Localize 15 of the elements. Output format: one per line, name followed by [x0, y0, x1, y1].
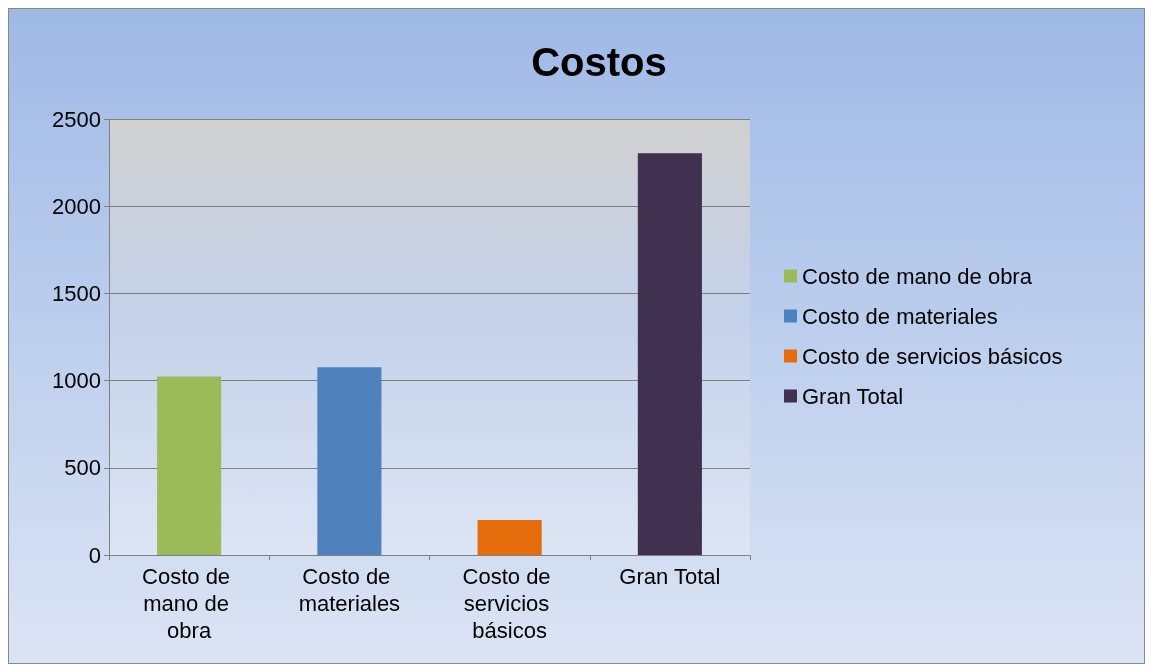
y-tick-label: 2000 — [52, 193, 101, 219]
x-tick-label: Costo de materiales — [298, 564, 401, 616]
y-tick-label: 1500 — [52, 280, 101, 306]
legend-label: Costo de materiales — [802, 303, 998, 329]
x-tick-label: Costo de mano de obra — [142, 564, 237, 643]
legend-label: Costo de servicios básicos — [802, 343, 1063, 369]
legend-label: Costo de mano de obra — [802, 263, 1033, 289]
y-tick-label: 0 — [88, 542, 101, 568]
chart-title: Costos — [531, 40, 667, 84]
x-tick-label: Gran Total — [619, 564, 721, 589]
y-tick-label: 1000 — [52, 368, 101, 394]
legend-label: Gran Total — [802, 383, 904, 409]
y-tick-label: 500 — [64, 455, 101, 481]
x-tick-label: Costo de servicios básicos — [462, 564, 557, 643]
y-tick-label: 2500 — [52, 106, 101, 132]
